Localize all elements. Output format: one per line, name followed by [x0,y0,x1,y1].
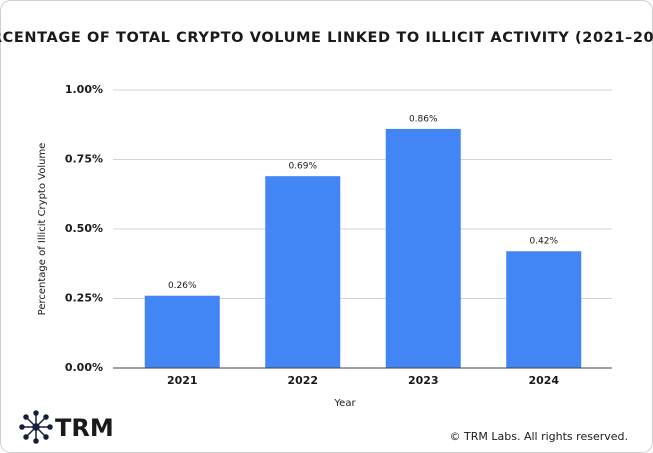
bar [265,176,341,368]
y-tick-label: 0.75% [65,153,103,166]
value-label: 0.42% [529,237,558,247]
bar [385,128,461,368]
y-tick-label: 0.50% [65,222,103,235]
footer: © TRM Labs. All rights reserved. [450,430,628,443]
y-tick-label: 0.00% [65,361,103,374]
bar [506,251,582,368]
chart-title: PERCENTAGE OF TOTAL CRYPTO VOLUME LINKED… [0,30,653,46]
logo-text: TRM [55,414,114,442]
y-tick-label: 0.25% [65,292,103,305]
value-label: 0.26% [168,281,197,291]
y-axis-label: Percentage of Illicit Crypto Volume [37,143,48,316]
x-tick-label: 2021 [167,374,198,387]
value-label: 0.86% [409,114,438,124]
x-tick-label: 2022 [287,374,318,387]
logo-icon [19,410,53,444]
x-axis-label: Year [333,398,356,409]
x-tick-label: 2024 [528,374,559,387]
value-label: 0.69% [288,162,317,172]
bar [144,295,220,368]
x-tick-label: 2023 [408,374,439,387]
y-tick-label: 1.00% [65,83,103,96]
